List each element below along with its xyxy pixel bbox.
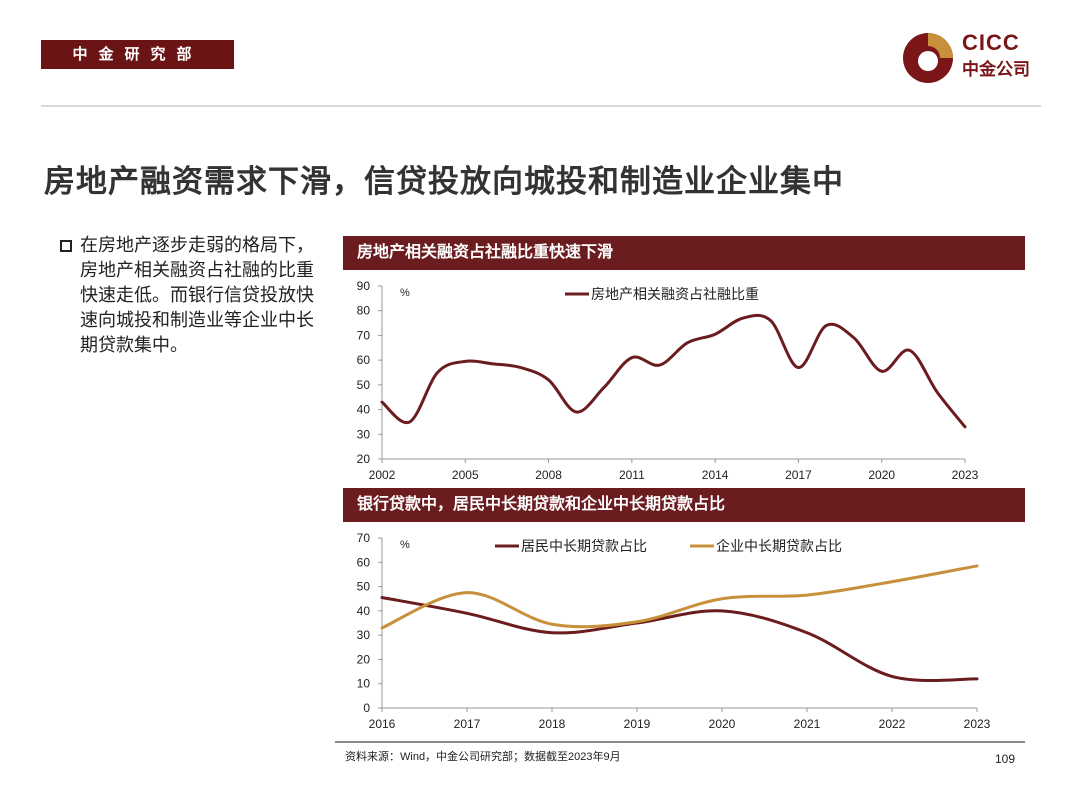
header-divider (41, 105, 1041, 107)
chart1-x-tick-label: 2014 (702, 468, 729, 482)
chart2-x-tick-label: 2016 (369, 717, 396, 731)
chart1-x-tick-label: 2008 (535, 468, 562, 482)
logo-text-en: CICC (962, 30, 1020, 55)
chart1-y-tick-label: 30 (357, 427, 371, 441)
chart2-y-tick-label: 10 (357, 677, 371, 691)
chart2-y-tick-label: 60 (357, 555, 371, 569)
chart2-unit-label: % (400, 539, 410, 551)
chart1-x-tick-label: 2011 (619, 468, 645, 482)
chart1-x-tick-label: 2020 (868, 468, 895, 482)
page-title: 房地产融资需求下滑，信贷投放向城投和制造业企业集中 (44, 164, 844, 199)
cicc-logo-icon (903, 33, 953, 83)
chart1-x-tick-label: 2005 (452, 468, 479, 482)
chart2-x-tick-label: 2023 (964, 717, 991, 731)
chart1-y-tick-label: 50 (357, 378, 371, 392)
logo-text-cn: 中金公司 (962, 60, 1030, 79)
chart2-x-tick-label: 2020 (709, 717, 736, 731)
chart2-legend-label: 企业中长期贷款占比 (716, 538, 842, 554)
chart2-x-tick-label: 2018 (539, 717, 566, 731)
chart1-y-tick-label: 70 (357, 328, 371, 342)
page-number: 109 (995, 752, 1016, 766)
department-tag: 中金研究部 (41, 40, 234, 69)
chart2-legend-label: 居民中长期贷款占比 (521, 538, 647, 554)
chart1-y-tick-label: 80 (357, 304, 371, 318)
chart2-x-tick-label: 2019 (624, 717, 651, 731)
chart2-y-tick-label: 50 (357, 580, 371, 594)
chart2-x-tick-label: 2022 (879, 717, 906, 731)
chart2-y-tick-label: 70 (357, 531, 371, 545)
chart1-y-tick-label: 40 (357, 403, 371, 417)
chart2-title: 银行贷款中，居民中长期贷款和企业中长期贷款占比 (343, 488, 1025, 522)
chart1-y-tick-label: 60 (357, 353, 371, 367)
chart1-x-tick-label: 2002 (369, 468, 396, 482)
body-text: 在房地产逐步走弱的格局下，房地产相关融资占社融的比重快速走低。而银行信贷投放快速… (80, 235, 314, 355)
chart2-series-line (380, 596, 979, 682)
chart1-y-tick-label: 90 (357, 279, 371, 293)
chart1-x-tick-label: 2017 (785, 468, 812, 482)
chart2-x-tick-label: 2021 (794, 717, 821, 731)
square-bullet-icon (60, 240, 72, 252)
chart2-y-tick-label: 0 (363, 701, 370, 715)
chart1-x-tick-label: 2023 (952, 468, 979, 482)
chart1-y-tick-label: 20 (357, 452, 371, 466)
chart2-x-tick-label: 2017 (454, 717, 481, 731)
chart1-legend-label: 房地产相关融资占社融比重 (591, 286, 759, 302)
source-note: 资料来源：Wind，中金公司研究部；数据截至2023年9月 (345, 751, 621, 763)
footer-divider (335, 741, 1025, 743)
chart2-y-tick-label: 30 (357, 628, 371, 642)
chart2-y-tick-label: 20 (357, 652, 371, 666)
chart1-title: 房地产相关融资占社融比重快速下滑 (343, 236, 1025, 270)
chart2-y-tick-label: 40 (357, 604, 371, 618)
chart1-series-line (380, 313, 967, 429)
chart2-series-line (380, 564, 979, 630)
chart1-unit-label: % (400, 287, 410, 299)
